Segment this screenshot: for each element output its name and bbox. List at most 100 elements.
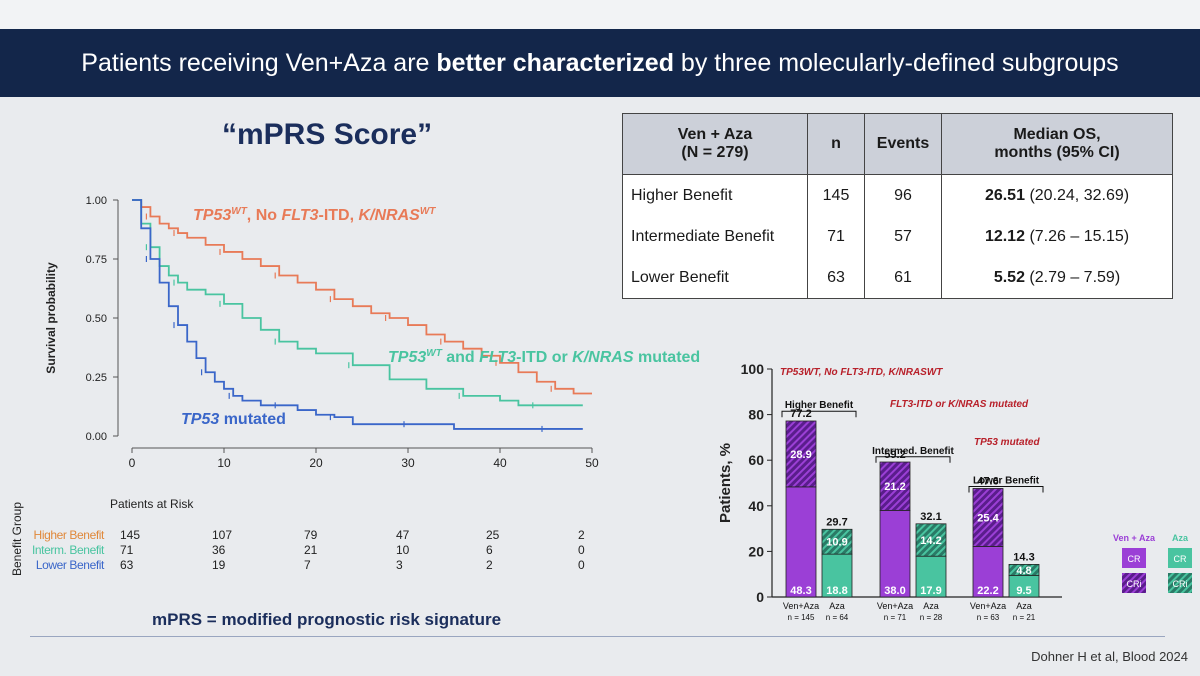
y-axis-label: Survival probability (44, 262, 58, 374)
row-median: 12.12 (7.26 – 15.15) (941, 216, 1173, 257)
row-n: 63 (807, 257, 865, 299)
risk-cell: 47 (396, 528, 410, 542)
bar-cr (972, 545, 1004, 598)
bar-arm-label: Ven+Aza (970, 601, 1006, 611)
bar-cri-label: 28.9 (790, 449, 811, 461)
header-events: Events (864, 113, 942, 175)
legend-aza-cri-swatch (1168, 573, 1192, 593)
x-tick-label: 40 (493, 456, 507, 470)
table-row: Intermediate Benefit 71 57 12.12 (7.26 –… (622, 216, 1173, 257)
group-annotation-2: FLT3-ITD or K/NRAS mutated (890, 399, 1029, 410)
bar-total-label: 14.3 (1013, 551, 1034, 563)
y-tick-label: 1.00 (86, 195, 107, 207)
bar-cri (821, 528, 853, 555)
y-tick-label: 100 (741, 361, 765, 377)
row-events: 61 (864, 257, 942, 299)
group-label: Intermed. Benefit (872, 446, 954, 457)
bar-n-label: n = 145 (788, 613, 815, 622)
bar-cr-label: 48.3 (790, 585, 811, 597)
bar-cri-label: 14.2 (920, 535, 941, 547)
title-prefix: Patients receiving Ven+Aza are (81, 48, 437, 77)
y-tick-label: 0 (756, 589, 764, 605)
bar-cri (1008, 563, 1040, 576)
y-tick-label: 80 (748, 407, 764, 423)
title-banner: Patients receiving Ven+Aza are better ch… (0, 29, 1200, 97)
table-row: Higher Benefit 145 96 26.51 (20.24, 32.6… (622, 174, 1173, 216)
risk-group-axis-label: Benefit Group (10, 501, 24, 577)
row-group: Lower Benefit (622, 257, 808, 299)
group-bracket (875, 456, 951, 463)
x-tick-label: 10 (217, 456, 231, 470)
risk-row-label: Interm. Benefit (31, 543, 104, 557)
risk-cell: 2 (486, 558, 493, 572)
km-chart-title: “mPRS Score” (222, 118, 433, 151)
y-tick-label: 60 (748, 452, 764, 468)
risk-cell: 145 (120, 528, 141, 542)
median-os-table: Ven + Aza (N = 279) n Events Median OS, mo… (622, 113, 1173, 299)
legend-aza-cr-swatch (1168, 548, 1192, 568)
risk-cell: 107 (212, 528, 233, 542)
header-median-os: Median OS, months (95% CI) (941, 113, 1173, 175)
x-tick-label: 50 (585, 456, 599, 470)
row-n: 145 (807, 174, 865, 216)
km-survival-chart: 0.00 0.25 0.50 0.75 1.00 0 10 20 30 40 50 Survival … (44, 195, 700, 470)
risk-row-label: Higher Benefit (33, 528, 105, 542)
legend-cri-label: CRi (1173, 579, 1188, 589)
bar-cri-label: 21.2 (884, 481, 905, 493)
group-annotation-1: TP53WT, No FLT3-ITD, K/NRASWT (780, 367, 943, 378)
risk-cell: 71 (120, 543, 134, 557)
table-row: Lower Benefit 63 61 5.52 (2.79 – 7.59) (622, 257, 1173, 299)
bar-n-label: n = 63 (977, 613, 1000, 622)
survival-curve-2 (132, 199, 583, 407)
bar-total-label: 29.7 (826, 516, 847, 528)
citation: Dohner H et al, Blood 2024 (1031, 649, 1188, 664)
row-median: 5.52 (2.79 – 7.59) (941, 257, 1173, 299)
bar-total-label: 47.6 (977, 475, 998, 487)
row-group: Intermediate Benefit (622, 216, 808, 257)
table-header-row: Ven + Aza (N = 279) n Events Median OS, mo… (622, 113, 1173, 175)
divider-line (30, 636, 1165, 637)
legend-cr-label: CR (1128, 554, 1141, 564)
y-tick-label: 0.50 (86, 313, 107, 325)
legend-venaza-cr-swatch (1122, 548, 1146, 568)
risk-row-label: Lower Benefit (35, 558, 105, 572)
risk-cell: 10 (396, 543, 410, 557)
bar-arm-label: Ven+Aza (877, 601, 913, 611)
risk-table-title: Patients at Risk (110, 497, 194, 511)
y-tick-label: 0.25 (86, 372, 107, 384)
header-n: n (807, 113, 865, 175)
bar-n-label: n = 64 (826, 613, 849, 622)
legend-aza-label: Aza (1172, 533, 1189, 543)
bar-cri (915, 523, 947, 557)
risk-cell: 0 (578, 543, 585, 557)
survival-curve-1 (132, 199, 592, 395)
bar-n-label: n = 21 (1013, 613, 1036, 622)
risk-cell: 79 (304, 528, 318, 542)
group-bracket (781, 410, 857, 418)
row-median: 26.51 (20.24, 32.69) (941, 174, 1173, 216)
risk-cell: 25 (486, 528, 500, 542)
bar-arm-label: Aza (1016, 601, 1032, 611)
bar-cri (785, 420, 817, 488)
risk-cell: 36 (212, 543, 226, 557)
risk-cell: 21 (304, 543, 318, 557)
row-group: Higher Benefit (622, 174, 808, 216)
risk-cell: 0 (578, 558, 585, 572)
bar-cri (972, 488, 1004, 547)
bar-n-label: n = 28 (920, 613, 943, 622)
x-tick-label: 20 (309, 456, 323, 470)
y-tick-label: 0.00 (86, 431, 107, 443)
top-strip (0, 0, 1200, 29)
curve-annotation-1: TP53WT, No FLT3-ITD, K/NRASWT (193, 206, 436, 224)
bar-cr-label: 9.5 (1016, 585, 1031, 597)
title-suffix: by three molecularly-defined subgroups (673, 48, 1119, 77)
row-events: 57 (864, 216, 942, 257)
risk-cell: 3 (396, 558, 403, 572)
legend-venaza-cri-swatch (1122, 573, 1146, 593)
bar-cr-label: 17.9 (920, 585, 941, 597)
group-annotation-3: TP53 mutated (974, 437, 1040, 448)
bar-cr (915, 555, 947, 598)
risk-cell: 63 (120, 558, 134, 572)
legend-venaza-label: Ven + Aza (1113, 533, 1156, 543)
